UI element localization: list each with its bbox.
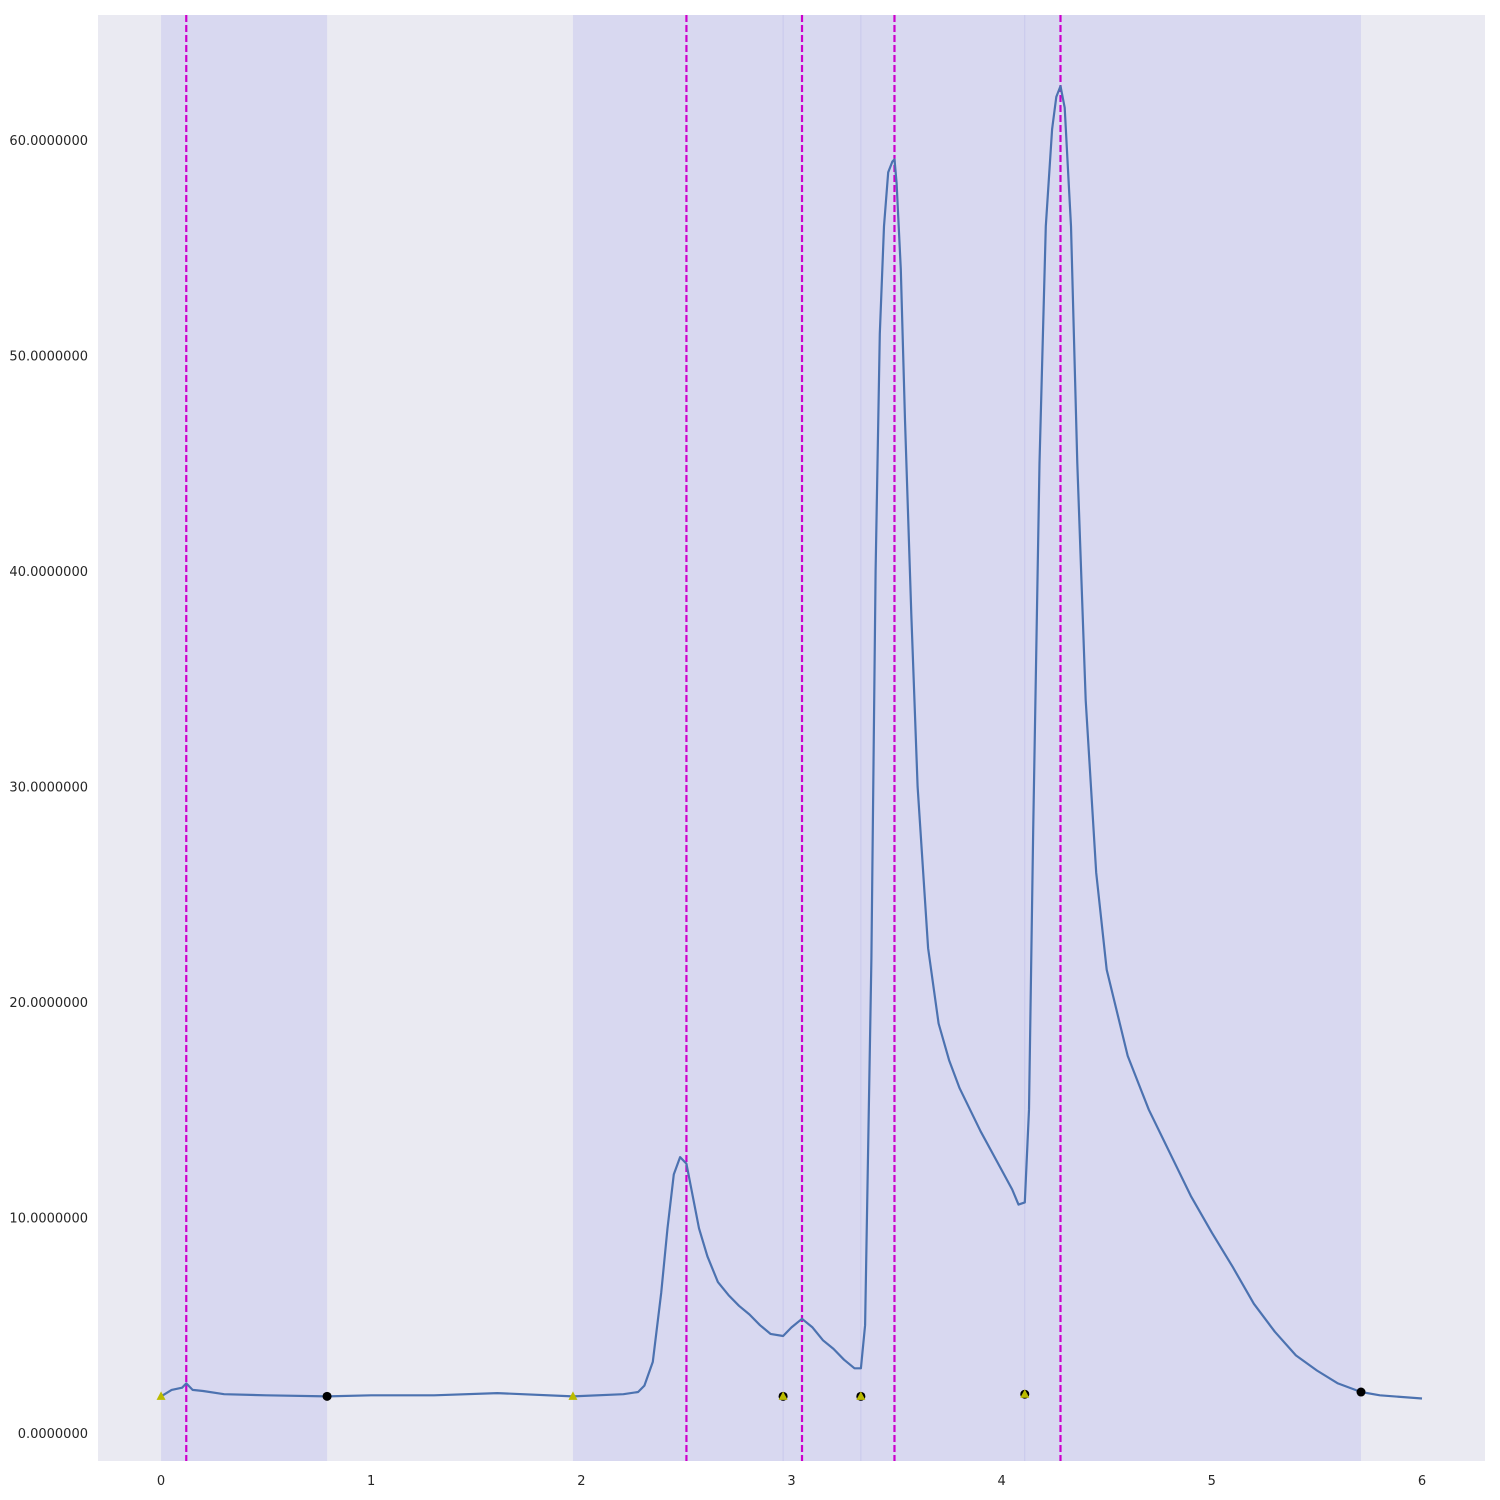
peak-lines [185,15,1062,1461]
x-tick-label: 3 [787,1474,795,1489]
x-tick-label: 6 [1418,1474,1426,1489]
y-tick-label: 0.0000000 [18,1427,88,1442]
y-tick-label: 20.0000000 [9,996,88,1011]
shaded-region [572,15,1362,1461]
shaded-regions [161,15,1362,1461]
start-marker [1020,1389,1030,1398]
y-tick-label: 30.0000000 [9,780,88,795]
series-line [160,85,1423,1400]
y-tick-label: 60.0000000 [9,134,88,149]
y-axis-ticks: 0.0000000 10.0000000 20.0000000 30.0000000 4… [9,134,88,1442]
x-axis-ticks: 0 1 2 3 4 5 6 [157,1474,1426,1489]
y-tick-label: 50.0000000 [9,349,88,364]
series-lines [160,85,1423,1400]
x-tick-label: 0 [157,1474,165,1489]
x-tick-label: 1 [367,1474,375,1489]
x-tick-label: 4 [998,1474,1006,1489]
start-marker [856,1391,866,1400]
faint-boundaries [782,15,1026,1461]
x-tick-label: 5 [1208,1474,1216,1489]
start-marker [156,1391,166,1400]
end-marker [1356,1387,1366,1397]
x-tick-label: 2 [577,1474,585,1489]
y-tick-label: 40.0000000 [9,565,88,580]
start-marker [568,1391,578,1400]
start-marker [778,1391,788,1400]
end-marker [322,1391,332,1401]
markers [156,1387,1366,1401]
shaded-region [161,15,328,1461]
y-tick-label: 10.0000000 [9,1211,88,1226]
